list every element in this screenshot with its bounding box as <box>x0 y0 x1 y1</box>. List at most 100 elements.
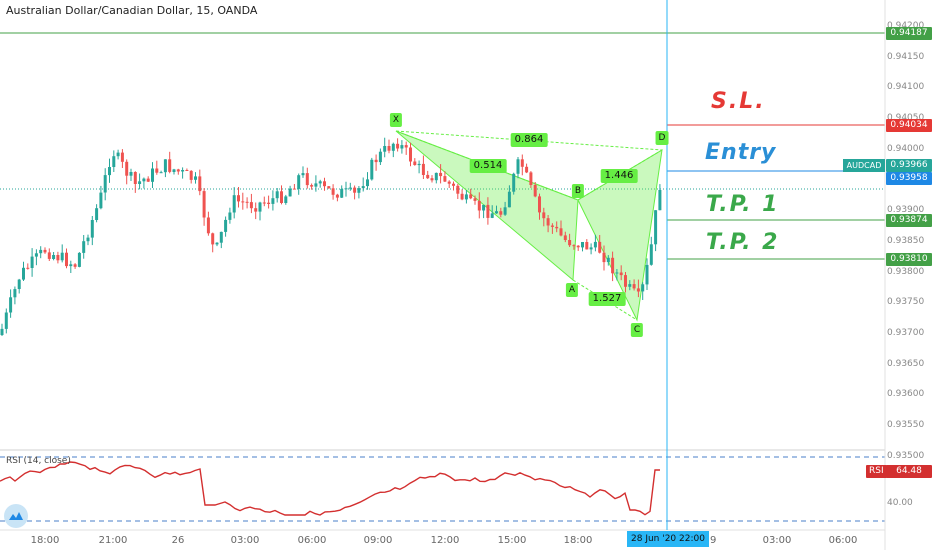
candle-body <box>357 188 361 193</box>
candle-body <box>112 156 116 167</box>
candle-body <box>581 242 584 248</box>
candle-body <box>383 146 387 152</box>
candle-body <box>464 194 468 200</box>
candle-body <box>13 289 17 298</box>
candle-body <box>224 219 228 232</box>
candle-body <box>254 208 258 212</box>
candle-body <box>456 185 460 194</box>
candle-body <box>460 193 464 200</box>
candle-body <box>103 175 107 193</box>
candle-body <box>82 241 86 253</box>
time-tick: 15:00 <box>497 535 527 546</box>
candle-body <box>22 267 25 280</box>
pattern-point-x[interactable]: X <box>389 113 403 127</box>
candle-body <box>271 198 275 204</box>
ratio-ac[interactable]: 1.527 <box>588 292 626 306</box>
candle-body <box>370 159 374 180</box>
ratio-xd[interactable]: 0.864 <box>510 133 548 147</box>
tradingview-logo-icon <box>9 512 23 520</box>
candle-body <box>142 178 146 182</box>
candle-body <box>348 187 352 189</box>
rsi-tag-label: RSI <box>866 465 887 478</box>
candle-body <box>194 176 197 180</box>
candle-body <box>649 244 653 265</box>
candle-body <box>606 257 610 263</box>
candle-body <box>469 194 473 199</box>
candle-body <box>512 173 516 192</box>
rsi-tag-value: 64.48 <box>886 465 932 478</box>
candle-body <box>426 174 430 179</box>
candle-body <box>185 170 189 171</box>
candle-body <box>237 195 240 202</box>
pattern-point-b[interactable]: B <box>571 184 585 198</box>
candle-body <box>202 191 206 218</box>
tradingview-logo[interactable] <box>4 504 28 528</box>
candle-body <box>262 202 266 204</box>
price-tick: 0.94100 <box>887 82 925 93</box>
stop-loss-label[interactable]: S.L. <box>711 89 766 114</box>
candle-body <box>430 178 434 181</box>
candle-body <box>593 241 597 248</box>
ratio-xb[interactable]: 0.514 <box>469 159 507 173</box>
candle-body <box>533 185 537 197</box>
ratio-bd[interactable]: 1.446 <box>600 169 638 183</box>
time-tick: 06:00 <box>828 535 858 546</box>
candle-body <box>499 211 503 215</box>
pattern-point-a[interactable]: A <box>565 283 579 297</box>
pattern-bd-leg <box>577 149 663 201</box>
price-tick: 0.94050 <box>887 112 924 124</box>
candle-body <box>624 275 627 287</box>
candle-body <box>129 172 133 176</box>
candle-body <box>417 163 421 166</box>
main-pane[interactable] <box>0 0 885 450</box>
candle-body <box>4 312 8 329</box>
candle-body <box>47 252 51 259</box>
candle-body <box>576 245 580 248</box>
candle-body <box>39 249 43 254</box>
entry-label[interactable]: Entry <box>705 140 777 165</box>
time-tick: 18:00 <box>30 535 60 546</box>
candle-body <box>120 152 124 162</box>
candle-body <box>211 233 215 245</box>
candle-body <box>26 267 30 269</box>
candle-body <box>9 297 13 313</box>
time-tick: 09:00 <box>363 535 393 546</box>
price-tick: 0.93550 <box>887 420 925 431</box>
time-tick: 12:00 <box>430 535 460 546</box>
candle-body <box>159 172 163 174</box>
candle-body <box>65 252 68 267</box>
candle-body <box>409 147 412 162</box>
candle-body <box>310 185 314 187</box>
rsi-tick-40: 40.00 <box>887 498 913 508</box>
candle-body <box>30 256 34 268</box>
candle-body <box>241 201 245 203</box>
time-tick: 26 <box>171 535 185 546</box>
candle-body <box>43 249 47 253</box>
candle-body <box>228 212 232 220</box>
take-profit-1-label[interactable]: T.P. 1 <box>706 192 780 217</box>
candle-body <box>559 228 563 236</box>
candle-body <box>215 242 219 245</box>
take-profit-2-label[interactable]: T.P. 2 <box>706 230 780 255</box>
candle-body <box>108 167 111 176</box>
candle-body <box>52 255 56 259</box>
candle-body <box>146 178 150 182</box>
pattern-point-c[interactable]: C <box>630 323 644 337</box>
candle-body <box>538 196 541 213</box>
rsi-pane[interactable] <box>0 456 885 522</box>
pattern-point-d[interactable]: D <box>655 131 669 145</box>
price-tick: 0.93700 <box>887 328 925 338</box>
candle-body <box>288 188 292 197</box>
candle-body <box>654 210 658 245</box>
candle-body <box>267 202 271 204</box>
candle-body <box>116 152 120 157</box>
candle-body <box>572 245 576 247</box>
time-tick: 18:00 <box>563 535 593 546</box>
price-tick: 0.94150 <box>887 51 925 62</box>
candle-body <box>181 170 185 172</box>
candle-body <box>172 169 176 172</box>
candle-body <box>297 175 301 189</box>
candle-body <box>125 161 129 176</box>
candle-body <box>163 159 167 173</box>
time-tick: 03:00 <box>230 535 260 546</box>
